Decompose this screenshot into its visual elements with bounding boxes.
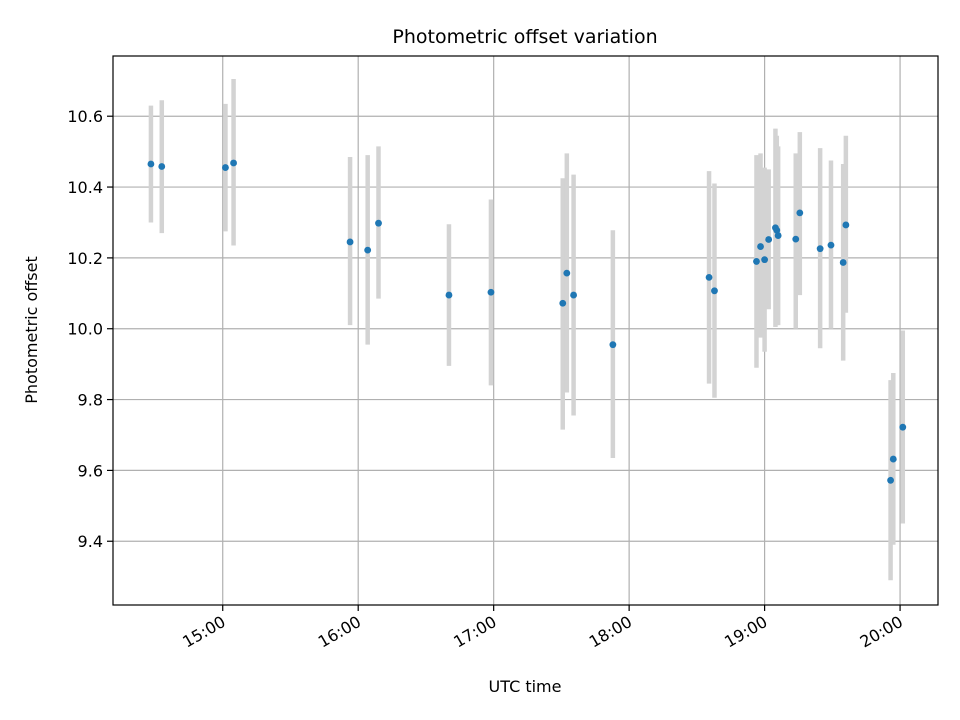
data-point: [889, 455, 897, 463]
data-point: [765, 236, 773, 243]
y-axis-label: Photometric offset: [22, 256, 41, 404]
data-point: [899, 423, 907, 431]
plot-frame: [112, 55, 939, 606]
data-point: [887, 476, 894, 484]
y-tick-label: 10.6: [67, 107, 103, 126]
data-point: [147, 160, 155, 168]
data-point: [842, 221, 850, 229]
chart-title: Photometric offset variation: [392, 26, 657, 48]
data-point: [487, 288, 495, 296]
data-point: [364, 246, 372, 254]
x-axis-label: UTC time: [489, 677, 562, 696]
y-tick-label: 10.2: [67, 249, 103, 268]
data-point: [230, 159, 237, 167]
data-point: [757, 243, 764, 250]
y-tick-label: 10.0: [67, 320, 103, 339]
data-point: [346, 238, 354, 246]
data-point: [711, 287, 718, 295]
data-point: [609, 341, 617, 349]
data-point: [839, 259, 847, 266]
data-point: [705, 273, 713, 281]
data-point: [773, 226, 781, 234]
data-point: [761, 256, 769, 264]
y-tick-label: 10.4: [67, 178, 103, 197]
data-point: [753, 258, 760, 265]
data-point: [796, 209, 804, 217]
data-point: [816, 245, 824, 253]
data-point: [792, 235, 800, 243]
data-point: [563, 269, 571, 277]
data-point: [222, 164, 229, 171]
data-point: [827, 241, 835, 249]
data-points: [147, 159, 907, 484]
data-point: [445, 291, 453, 299]
data-point: [559, 299, 567, 307]
data-point: [774, 232, 782, 239]
y-tick-label: 9.4: [78, 532, 103, 551]
y-axis-ticks: 9.4 9.6 9.8 10.0 10.2 10.4 10.6: [67, 107, 113, 551]
data-point: [570, 291, 577, 299]
data-point: [375, 219, 382, 227]
y-tick-label: 9.6: [78, 461, 103, 480]
y-tick-label: 9.8: [78, 391, 103, 410]
data-point: [158, 163, 166, 170]
